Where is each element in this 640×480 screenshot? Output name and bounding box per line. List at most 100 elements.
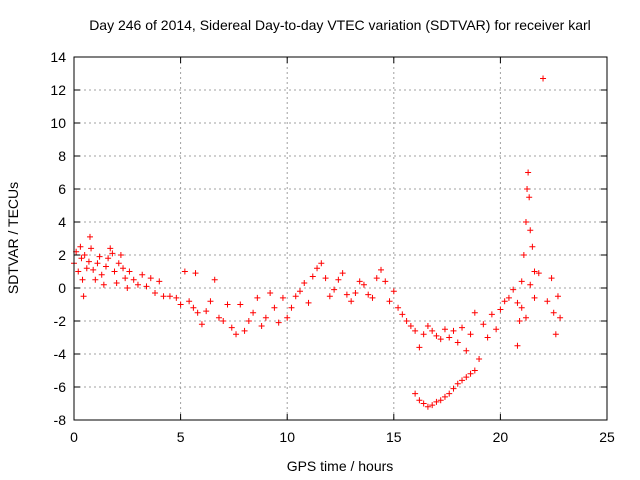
data-point [446,334,453,341]
data-point [335,276,342,283]
x-tick-label: 0 [70,429,78,445]
data-point [526,194,533,201]
data-point [339,270,346,277]
data-point [117,252,124,258]
data-point [416,397,423,404]
data-point [156,278,163,285]
data-point [192,270,199,277]
data-point [514,342,521,349]
data-point [275,319,282,326]
tick-labels: 0 5 10 15 20 25 -8 -6 -4 -2 0 2 4 6 8 10 12 14 [50,49,615,445]
data-point [522,219,529,225]
data-point [100,281,107,288]
data-point [85,258,92,265]
data-point [105,255,112,262]
data-point [241,327,248,334]
data-point [102,263,109,270]
data-point [173,294,180,301]
data-point [75,268,82,275]
data-point [139,271,146,278]
data-marks [71,75,564,410]
data-point [254,294,261,301]
data-point [160,293,167,300]
data-point [279,294,286,301]
data-point [88,245,95,252]
data-point [429,402,436,409]
data-point [501,298,508,305]
data-point [288,304,295,311]
data-point [83,265,90,272]
data-point [373,275,380,282]
data-point [378,266,385,273]
data-point [497,306,504,313]
data-point [98,271,105,278]
data-point [544,298,551,305]
data-point [459,377,466,384]
data-point [516,318,523,324]
data-point [107,245,114,252]
data-point [331,286,338,293]
data-point [111,268,118,275]
data-point [284,314,291,321]
data-point [390,288,397,295]
data-point [79,276,86,283]
data-point [518,278,525,285]
plot-frame [73,56,608,421]
y-tick-label: -8 [54,412,67,428]
data-point [386,298,393,305]
data-point [296,288,303,295]
data-point [429,327,436,334]
data-point [557,314,564,321]
data-point [403,318,410,324]
data-point [301,280,308,287]
data-point [224,301,231,308]
y-tick-label: 12 [50,82,66,98]
data-point [550,309,557,316]
y-tick-label: 8 [58,148,66,164]
x-tick-label: 25 [599,429,615,445]
data-point [109,250,116,257]
data-point [198,321,205,328]
y-tick-label: 0 [58,280,66,296]
data-point [416,344,423,351]
data-point [424,322,431,329]
y-tick-label: 2 [58,247,66,263]
data-point [207,298,214,305]
data-point [203,308,210,315]
data-point [463,347,470,354]
data-point [326,293,333,300]
data-point [215,314,222,321]
data-point [459,324,466,331]
data-point [531,268,538,275]
data-point [514,299,521,306]
data-point [369,294,376,301]
data-point [540,75,547,82]
data-point [122,275,129,282]
data-point [484,334,491,341]
data-point [186,298,193,305]
data-point [399,311,406,318]
data-point [480,321,487,328]
data-point [233,331,240,338]
data-point [450,385,457,392]
data-point [271,304,278,311]
data-point [450,327,457,334]
grid [74,57,607,420]
data-point [124,285,131,291]
x-tick-label: 5 [177,429,185,445]
data-point [467,331,474,338]
data-point [505,294,512,301]
y-tick-label: -6 [54,379,67,395]
data-point [395,304,402,311]
x-axis-label: GPS time / hours [287,458,394,474]
x-tick-label: 15 [386,429,402,445]
data-point [382,278,389,285]
data-point [433,332,440,339]
data-point [322,275,329,282]
data-point [454,380,461,387]
data-point [365,291,372,298]
data-point [352,289,359,296]
data-point [96,253,103,260]
data-point [143,283,150,290]
y-tick-label: 10 [50,115,66,131]
